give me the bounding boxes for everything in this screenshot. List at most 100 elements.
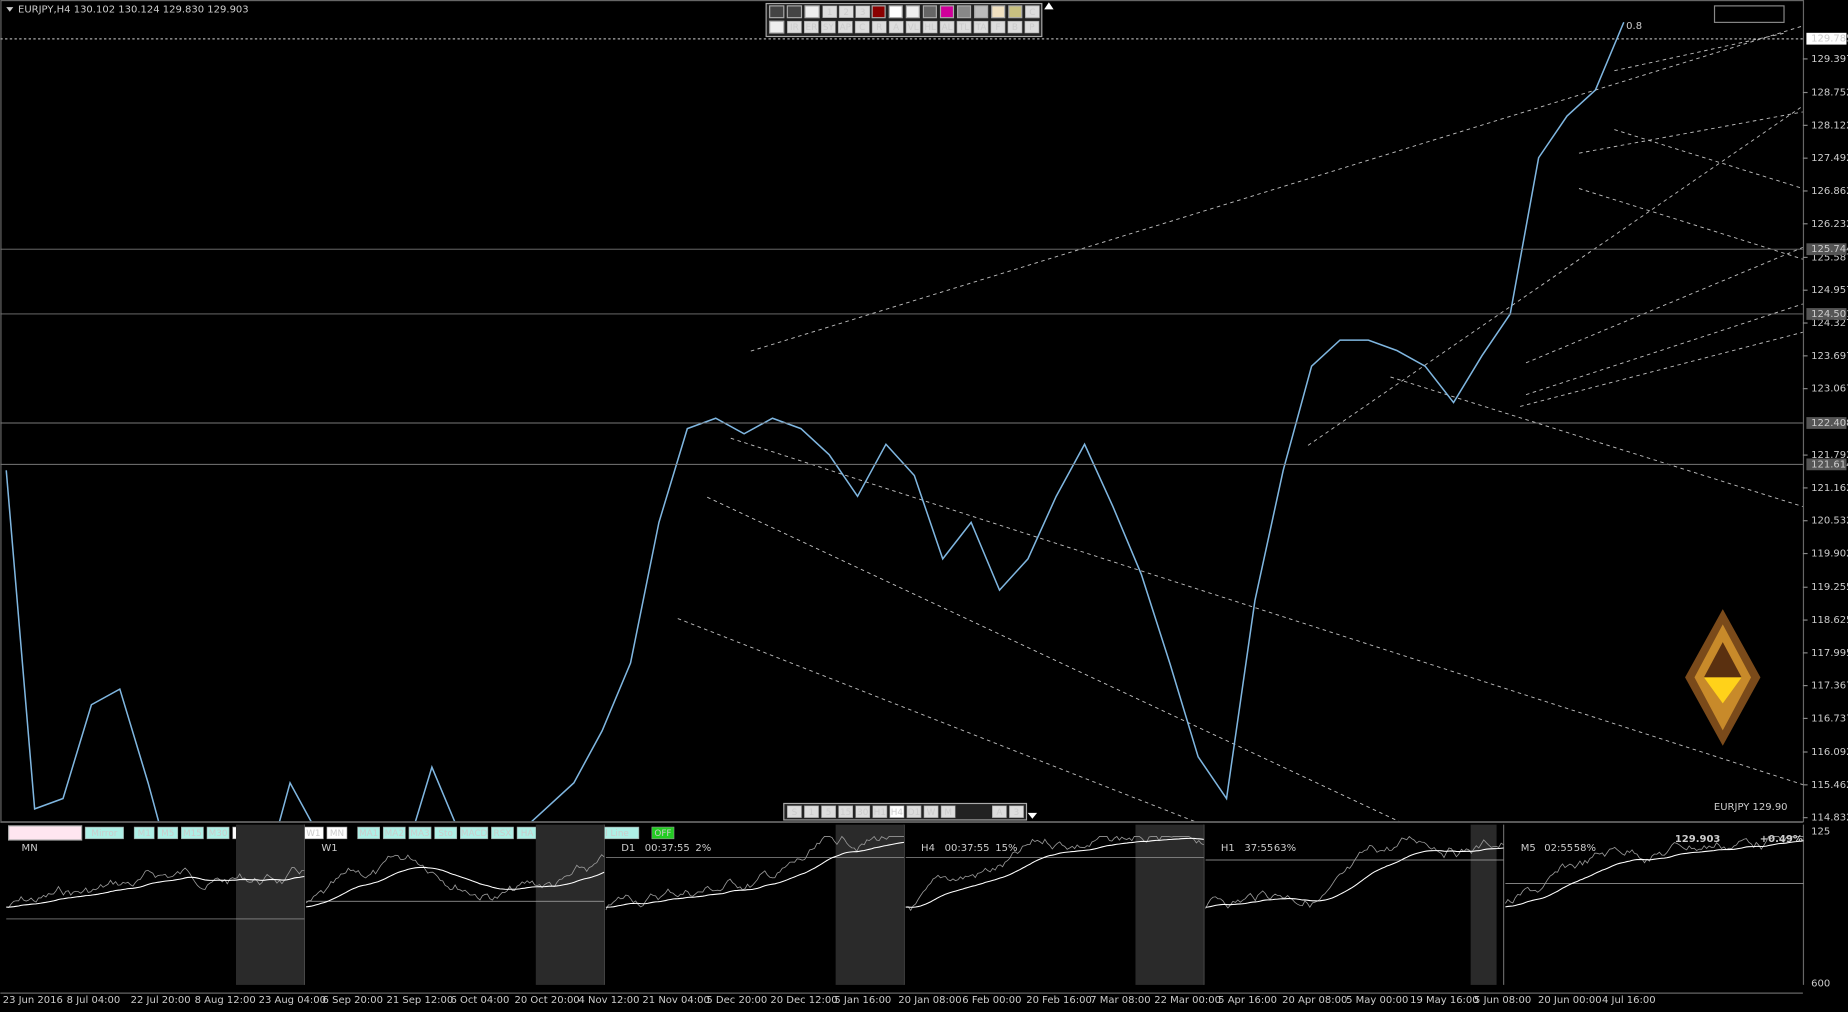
- tool-icon[interactable]: [804, 5, 820, 19]
- button-face[interactable]: [459, 826, 489, 840]
- toolbar-collapse[interactable]: [1027, 812, 1038, 819]
- button[interactable]: TL: [956, 20, 972, 34]
- button-face[interactable]: [838, 5, 854, 18]
- button-face[interactable]: [855, 805, 871, 818]
- menu-arrow[interactable]: [6, 7, 14, 12]
- toolbar-collapse[interactable]: [1044, 2, 1054, 10]
- button[interactable]: A: [888, 20, 904, 34]
- button[interactable]: AP: [837, 20, 853, 34]
- button-face[interactable]: [822, 5, 838, 18]
- button-label[interactable]: AP: [840, 23, 852, 33]
- button[interactable]: ER: [804, 20, 819, 34]
- button-label[interactable]: HL: [924, 23, 936, 33]
- button[interactable]: MN: [326, 826, 348, 840]
- button[interactable]: Mirror: [84, 826, 124, 840]
- button-label[interactable]: 2: [843, 8, 849, 18]
- button-face[interactable]: [992, 805, 1007, 818]
- button-face[interactable]: [408, 826, 432, 840]
- button-label[interactable]: H4: [891, 808, 904, 818]
- button[interactable]: S: [787, 805, 802, 818]
- button-label[interactable]: 1: [827, 8, 833, 18]
- button-label[interactable]: HA: [521, 829, 534, 839]
- button[interactable]: AL: [939, 20, 955, 34]
- button[interactable]: M15: [181, 826, 204, 840]
- button-label[interactable]: C: [1029, 8, 1035, 18]
- button[interactable]: 1: [804, 805, 819, 818]
- button[interactable]: B: [1007, 20, 1023, 34]
- button-face[interactable]: [84, 826, 124, 840]
- button-face[interactable]: [491, 826, 514, 840]
- button-label[interactable]: M: [944, 808, 952, 818]
- button-face[interactable]: [1009, 805, 1024, 818]
- tool-icon[interactable]: [769, 5, 785, 19]
- button-label[interactable]: ER: [806, 23, 818, 33]
- button-label[interactable]: MA3: [410, 829, 429, 839]
- button-label[interactable]: A: [996, 808, 1002, 818]
- button-label[interactable]: MA2: [385, 829, 404, 839]
- button[interactable]: W: [923, 805, 939, 818]
- button-face[interactable]: [1007, 20, 1023, 34]
- color-swatch[interactable]: [939, 5, 955, 19]
- button[interactable]: P: [1024, 20, 1040, 34]
- button-label[interactable]: M15: [183, 829, 202, 839]
- button[interactable]: R: [871, 20, 887, 34]
- button-label[interactable]: 5: [826, 808, 832, 818]
- button-face[interactable]: [804, 805, 819, 818]
- color-swatch[interactable]: [922, 5, 937, 19]
- button-face[interactable]: [973, 20, 989, 34]
- button[interactable]: F: [990, 20, 1006, 34]
- button-face[interactable]: [181, 826, 204, 840]
- button-label[interactable]: 1: [809, 808, 815, 818]
- button-label[interactable]: R: [876, 23, 882, 33]
- button-label[interactable]: TL: [958, 23, 969, 33]
- color-swatch[interactable]: [871, 5, 886, 19]
- button-face[interactable]: [990, 20, 1006, 34]
- button[interactable]: RSX: [491, 826, 514, 840]
- symbol-input[interactable]: [8, 825, 83, 841]
- button[interactable]: M: [940, 805, 956, 818]
- button-face[interactable]: [1024, 20, 1040, 34]
- color-swatch[interactable]: [905, 5, 920, 19]
- button[interactable]: TA: [973, 20, 989, 34]
- button-face[interactable]: [804, 20, 819, 34]
- button[interactable]: W1: [303, 826, 324, 840]
- button[interactable]: 3: [855, 5, 871, 18]
- button[interactable]: C: [854, 20, 870, 34]
- button-label[interactable]: MACD: [461, 829, 488, 839]
- button-face[interactable]: [906, 805, 922, 818]
- button-label[interactable]: Mirror: [91, 829, 117, 839]
- button-label[interactable]: TA: [975, 23, 987, 33]
- button-face[interactable]: [1025, 5, 1040, 18]
- color-swatch[interactable]: [888, 5, 903, 19]
- button-label[interactable]: MN: [330, 829, 344, 839]
- tool-icon[interactable]: [769, 20, 785, 34]
- button-face[interactable]: [157, 826, 179, 840]
- button[interactable]: D1: [906, 805, 922, 818]
- button-label[interactable]: M30: [209, 829, 228, 839]
- button-face[interactable]: [787, 20, 802, 34]
- button[interactable]: 15: [838, 805, 854, 818]
- button-label[interactable]: M5: [161, 829, 174, 839]
- button-label[interactable]: A: [893, 23, 899, 33]
- button-label[interactable]: B: [1012, 23, 1018, 33]
- button[interactable]: 1: [822, 5, 838, 18]
- button-face[interactable]: [854, 20, 870, 34]
- button-label[interactable]: D1: [908, 808, 920, 818]
- button-label[interactable]: 3: [1014, 808, 1020, 818]
- button-face[interactable]: [357, 826, 381, 840]
- button-face[interactable]: [837, 20, 853, 34]
- button-label[interactable]: OFF: [654, 829, 671, 839]
- button-label[interactable]: W: [927, 808, 936, 818]
- button-face[interactable]: [382, 826, 406, 840]
- button-face[interactable]: [922, 20, 938, 34]
- button-label[interactable]: W1: [306, 829, 320, 839]
- color-swatch[interactable]: [974, 5, 989, 19]
- button[interactable]: MA2: [382, 826, 406, 840]
- button-label[interactable]: M1: [138, 829, 151, 839]
- button-label[interactable]: 15: [840, 808, 851, 818]
- button-label[interactable]: IR: [790, 23, 799, 33]
- button-face[interactable]: [872, 805, 888, 818]
- button-label[interactable]: VL: [908, 23, 919, 33]
- button-face[interactable]: [940, 805, 956, 818]
- button[interactable]: A: [992, 805, 1007, 818]
